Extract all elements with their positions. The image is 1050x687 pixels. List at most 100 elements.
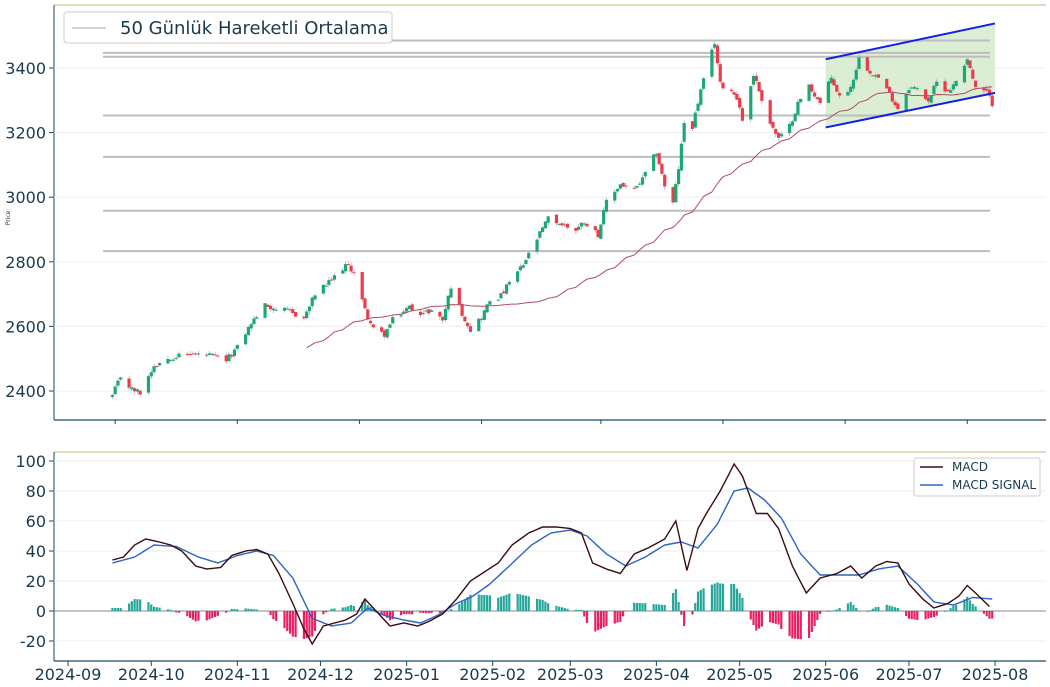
histogram-bar bbox=[741, 597, 744, 611]
macd-xtick-label: 2024-12 bbox=[287, 665, 354, 683]
candle-body bbox=[868, 70, 872, 74]
candle-body bbox=[887, 86, 892, 93]
histogram-bar bbox=[205, 611, 208, 621]
histogram-bar bbox=[383, 611, 386, 616]
candle-body bbox=[732, 92, 736, 95]
histogram-bar bbox=[197, 611, 200, 621]
histogram-bar bbox=[955, 604, 958, 611]
candle-body bbox=[477, 318, 481, 332]
histogram-bar bbox=[480, 594, 483, 611]
histogram-bar bbox=[263, 610, 267, 612]
candle-body bbox=[865, 57, 869, 71]
histogram-bar bbox=[294, 611, 297, 638]
histogram-bar bbox=[133, 599, 136, 611]
candle-body bbox=[932, 85, 936, 95]
macd-ytick-label: 60 bbox=[26, 512, 46, 531]
price-panel: 2400 2600 2800 3000 3200 3400 bbox=[5, 4, 1046, 424]
histogram-bar bbox=[702, 588, 705, 611]
candle-body bbox=[191, 353, 195, 355]
candle-body bbox=[460, 304, 464, 316]
candle-body bbox=[216, 355, 220, 357]
candles bbox=[110, 42, 994, 399]
histogram-bar bbox=[655, 604, 658, 611]
candle-body bbox=[468, 326, 473, 332]
histogram-bar bbox=[419, 611, 422, 613]
histogram-bar bbox=[211, 611, 214, 619]
candle-body bbox=[713, 44, 717, 48]
histogram-bar bbox=[791, 611, 794, 639]
histogram-bar bbox=[949, 608, 952, 611]
candle-body bbox=[288, 309, 292, 311]
histogram-bar bbox=[968, 600, 972, 611]
candle-body bbox=[368, 320, 373, 324]
candle-body bbox=[388, 324, 392, 328]
histogram-bar bbox=[361, 602, 364, 611]
histogram-bar bbox=[524, 595, 528, 611]
candle-body bbox=[896, 103, 900, 109]
candle-body bbox=[421, 312, 425, 314]
candle-body bbox=[185, 353, 189, 355]
candle-body bbox=[924, 89, 928, 100]
histogram-bar bbox=[560, 607, 564, 611]
candle-body bbox=[255, 317, 259, 319]
histogram-bar bbox=[252, 609, 256, 611]
candle-body bbox=[457, 288, 461, 305]
candle-body bbox=[557, 224, 561, 226]
histogram-bar bbox=[269, 611, 272, 616]
candle-body bbox=[119, 377, 123, 380]
candle-body bbox=[982, 87, 986, 91]
candle-body bbox=[874, 75, 878, 77]
candle-body bbox=[449, 288, 453, 298]
macd-xtick-label: 2025-02 bbox=[459, 665, 526, 683]
histogram-bar bbox=[719, 583, 722, 611]
histogram-bar bbox=[982, 611, 985, 614]
histogram-bar bbox=[874, 607, 877, 611]
candle-body bbox=[482, 310, 486, 320]
histogram-bar bbox=[946, 610, 949, 611]
candle-body bbox=[810, 84, 814, 92]
candle-body bbox=[904, 93, 908, 111]
candle-body bbox=[615, 188, 620, 192]
price-ylabel: Price bbox=[5, 210, 12, 225]
histogram-bar bbox=[888, 605, 891, 611]
candle-body bbox=[518, 266, 522, 271]
candle-body bbox=[621, 182, 625, 187]
candle-body bbox=[177, 353, 181, 358]
histogram-bar bbox=[305, 611, 308, 639]
histogram-bar bbox=[158, 607, 161, 611]
ma50-line bbox=[306, 86, 993, 349]
macd-xtick-label: 2025-04 bbox=[623, 665, 690, 683]
candle-body bbox=[313, 295, 317, 300]
candle-body bbox=[269, 305, 273, 310]
histogram-bar bbox=[283, 611, 286, 629]
histogram-bar bbox=[311, 611, 314, 637]
macd-xtick-label: 2025-06 bbox=[792, 665, 859, 683]
candle-body bbox=[951, 84, 955, 90]
histogram-bar bbox=[505, 594, 508, 611]
candle-body bbox=[343, 264, 348, 272]
candle-body bbox=[274, 309, 278, 311]
candle-body bbox=[962, 65, 967, 83]
histogram-bar bbox=[225, 611, 228, 613]
candle-body bbox=[463, 316, 467, 322]
macd-xtick-label: 2025-03 bbox=[537, 665, 604, 683]
histogram-bar bbox=[127, 603, 131, 611]
histogram-bar bbox=[563, 608, 566, 611]
histogram-bar bbox=[191, 611, 194, 620]
candle-body bbox=[321, 284, 325, 294]
histogram-bar bbox=[194, 611, 197, 622]
histogram-bar bbox=[555, 605, 558, 611]
histogram-bar bbox=[150, 604, 153, 611]
macd-xtick-label: 2025-05 bbox=[706, 665, 773, 683]
histogram-bar bbox=[619, 611, 622, 622]
candle-body bbox=[757, 81, 761, 92]
candle-body bbox=[893, 101, 897, 106]
candle-body bbox=[890, 92, 894, 102]
candle-body bbox=[718, 64, 722, 82]
candle-body bbox=[674, 183, 678, 203]
candle-body bbox=[285, 308, 289, 310]
histogram-bar bbox=[233, 609, 236, 611]
histogram-bar bbox=[399, 611, 403, 616]
candle-body bbox=[679, 143, 683, 171]
histogram-bar bbox=[966, 596, 969, 611]
